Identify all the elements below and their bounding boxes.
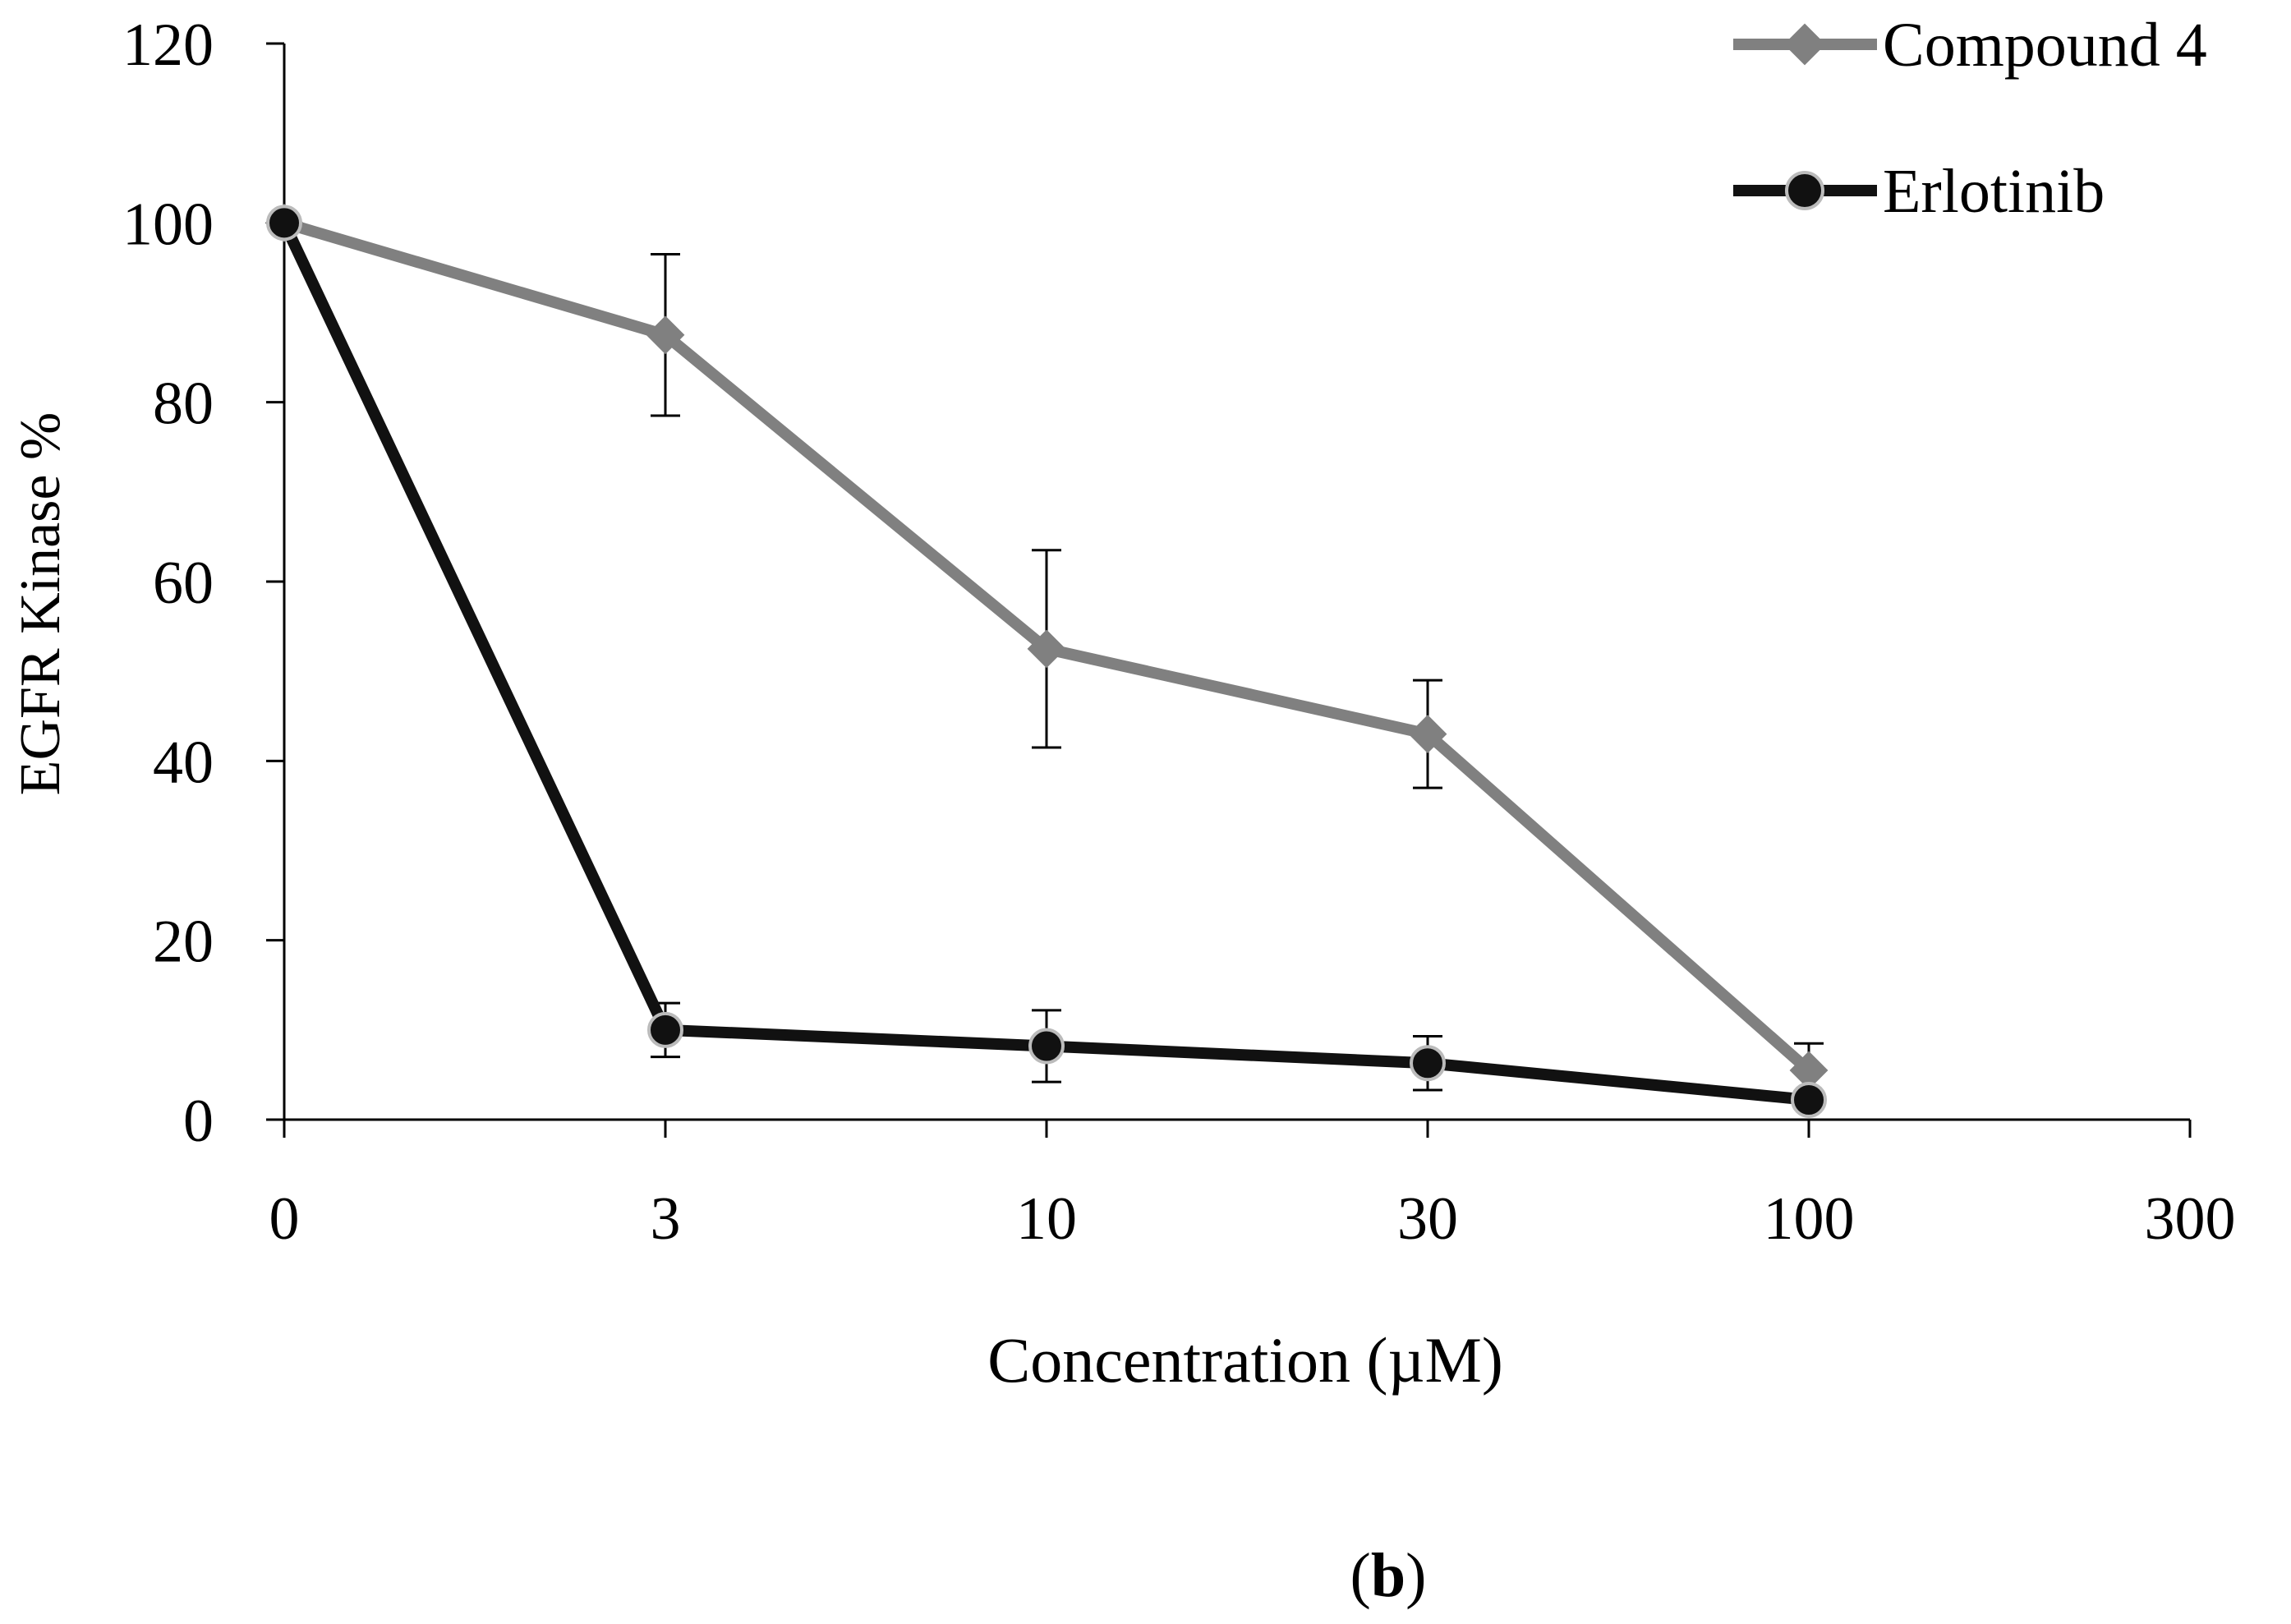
y-tick-label: 80 (153, 370, 214, 438)
compound-4-marker-legend (1783, 23, 1826, 66)
erlotinib-marker-legend (1785, 171, 1824, 210)
x-tick-label: 3 (651, 1185, 681, 1253)
series-layer (265, 203, 1829, 1118)
legend-compound-4-label: Compound 4 (1883, 11, 2207, 80)
compound-4-marker (646, 315, 685, 355)
x-axis-label: Concentration (µM) (987, 1324, 1503, 1396)
x-ticks: 0 3 10 30 100 300 (269, 1120, 2236, 1253)
erlotinib-marker (647, 1011, 683, 1048)
y-tick-label: 100 (122, 191, 214, 258)
erlotinib-marker (1791, 1081, 1827, 1118)
erlotinib-marker (1410, 1045, 1446, 1082)
x-tick-label: 30 (1397, 1185, 1458, 1253)
compound-4-marker (1027, 629, 1066, 669)
erlotinib-marker (266, 205, 302, 242)
x-tick-label: 100 (1764, 1185, 1855, 1253)
erlotinib-series (266, 205, 1827, 1118)
compound-4-series (265, 203, 1829, 1099)
y-tick-label: 20 (153, 909, 214, 976)
y-tick-label: 40 (153, 729, 214, 796)
erlotinib-marker (1028, 1028, 1065, 1065)
x-tick-label: 300 (2145, 1185, 2236, 1253)
y-axis-label: EGFR Kinase % (9, 412, 72, 796)
y-tick-label: 60 (153, 550, 214, 617)
y-ticks: 0 20 40 60 80 100 120 (122, 12, 284, 1155)
x-tick-label: 0 (269, 1185, 300, 1253)
compound-4-marker (1408, 715, 1447, 753)
x-tick-label: 10 (1016, 1185, 1077, 1253)
legend-erlotinib-label: Erlotinib (1883, 157, 2105, 226)
panel-label-letter: b (1370, 1541, 1406, 1610)
legend: Compound 4 Erlotinib (1733, 11, 2207, 226)
y-tick-label: 120 (122, 12, 214, 79)
y-tick-label: 0 (183, 1088, 214, 1155)
panel-label: (b) (1350, 1541, 1427, 1610)
